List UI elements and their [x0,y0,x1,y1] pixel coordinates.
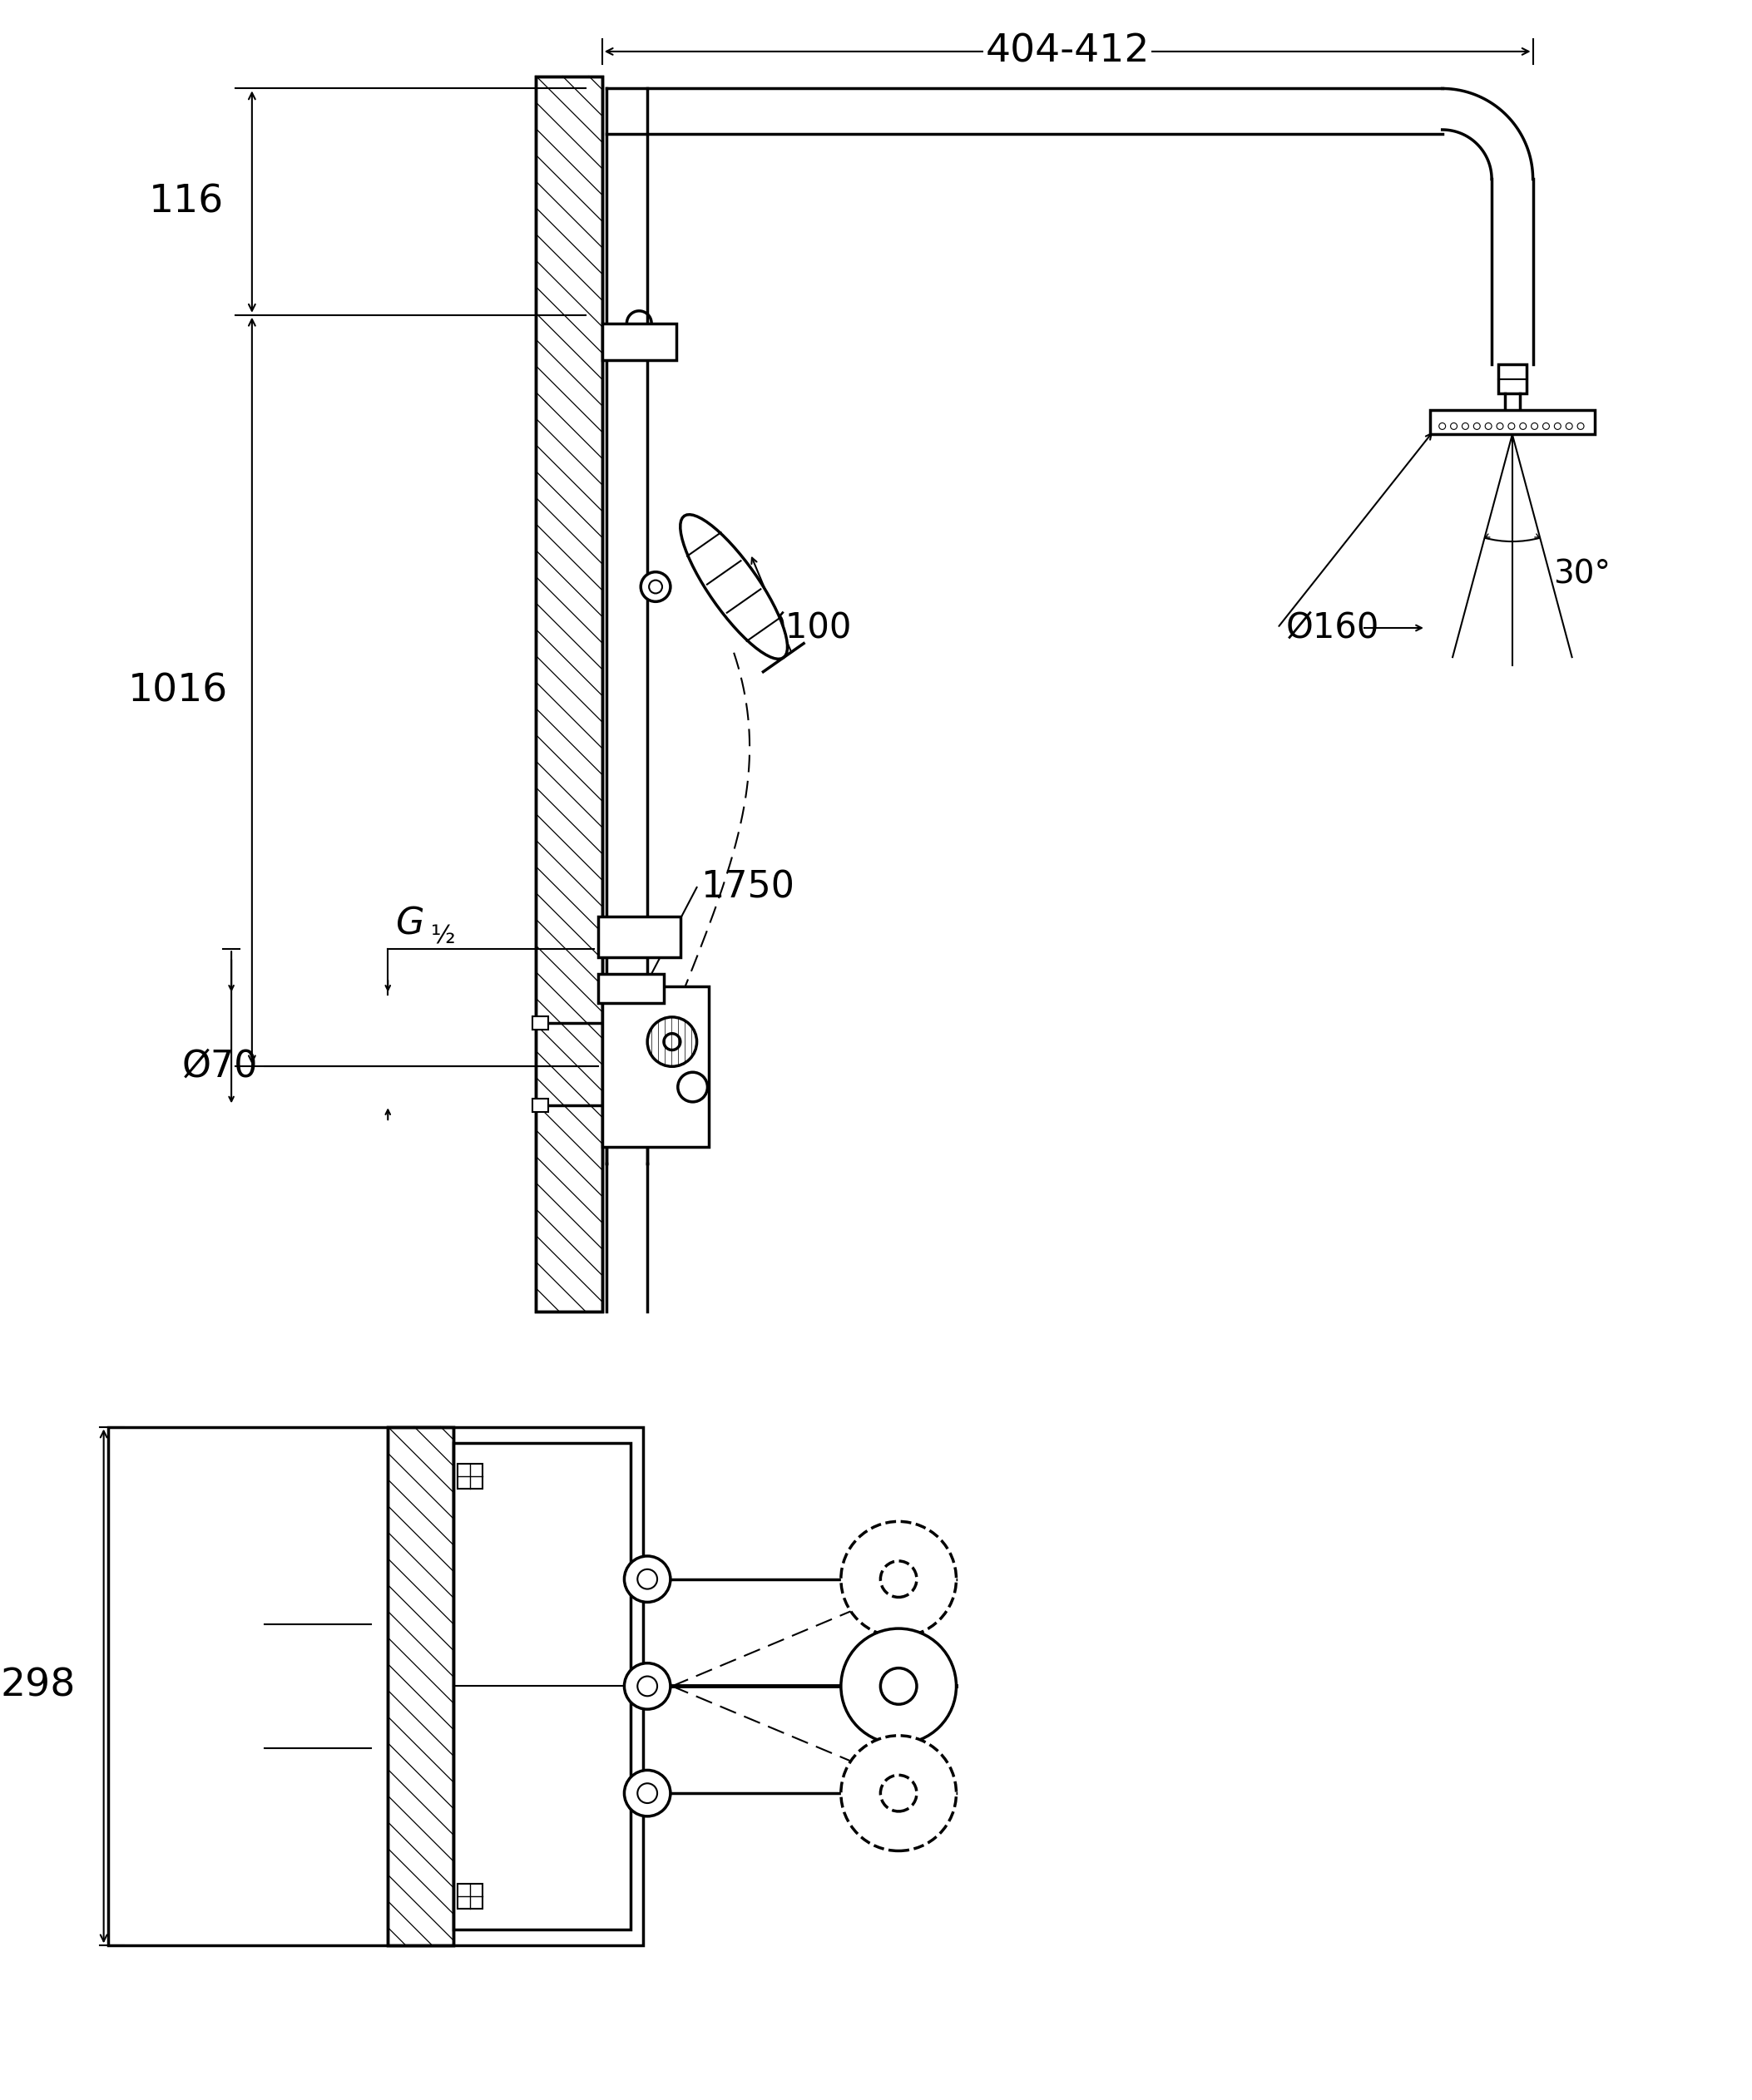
Circle shape [881,1667,916,1705]
Circle shape [1473,422,1480,430]
Text: 404-412: 404-412 [985,34,1149,69]
Bar [457,1464,482,1489]
Text: 30°: 30° [1554,559,1610,590]
Text: G: G [396,907,424,943]
Bar [454,1443,631,1930]
Circle shape [1519,422,1526,430]
Text: ½: ½ [431,924,456,949]
Bar [533,1016,548,1029]
Circle shape [624,1663,671,1709]
Text: 1016: 1016 [128,672,228,710]
Bar [1430,410,1594,435]
Text: 1750: 1750 [701,869,795,905]
Bar [387,1426,454,1945]
Circle shape [1554,422,1561,430]
Bar [536,76,603,1312]
Circle shape [1486,422,1491,430]
Bar [603,323,676,361]
Circle shape [638,1676,657,1697]
Circle shape [841,1628,957,1743]
Circle shape [624,1556,671,1602]
Circle shape [638,1783,657,1804]
Bar [603,987,710,1147]
Circle shape [641,571,671,601]
Bar [597,974,664,1002]
Text: 150±15: 150±15 [137,1670,268,1701]
Circle shape [841,1735,957,1850]
Circle shape [638,1569,657,1590]
Bar [387,1426,454,1945]
Text: Ø160: Ø160 [1286,611,1379,645]
Circle shape [881,1774,916,1812]
Text: 116: 116 [149,183,224,220]
Circle shape [1451,422,1458,430]
Circle shape [648,580,662,594]
Circle shape [1566,422,1573,430]
Bar [109,1426,643,1945]
Circle shape [1531,422,1538,430]
Circle shape [1461,422,1468,430]
Bar [1498,365,1526,393]
Circle shape [881,1560,916,1598]
Circle shape [1508,422,1515,430]
Text: Ø100: Ø100 [759,611,851,645]
Polygon shape [680,514,787,659]
Text: 298: 298 [0,1667,75,1705]
Bar [597,916,680,958]
Circle shape [1577,422,1584,430]
Bar [536,76,603,1312]
Bar [457,1884,482,1909]
Text: Ø70: Ø70 [182,1048,258,1084]
Circle shape [646,1016,697,1067]
Circle shape [1496,422,1503,430]
Circle shape [624,1770,671,1816]
Circle shape [678,1073,708,1103]
Circle shape [1544,422,1549,430]
Circle shape [664,1033,680,1050]
Bar [533,1098,548,1113]
Circle shape [841,1522,957,1636]
Circle shape [1438,422,1445,430]
